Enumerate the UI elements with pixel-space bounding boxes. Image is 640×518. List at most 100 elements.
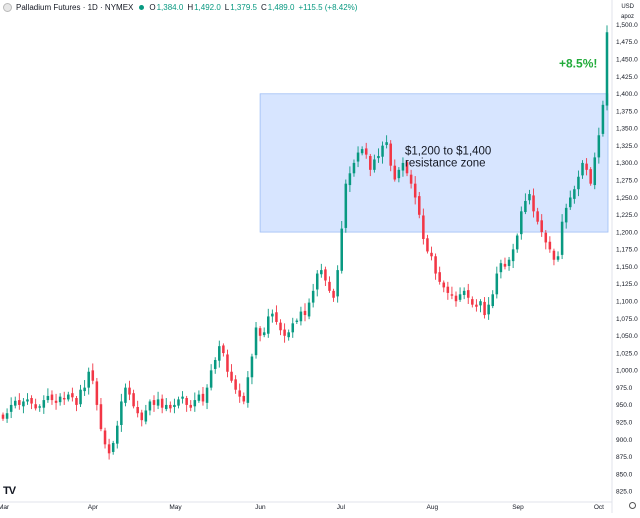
candle-body [434,256,437,274]
candle-body [548,241,552,250]
candle-body [254,327,258,356]
candle-body [446,286,450,293]
candle-body [442,282,446,288]
price-tick-label: 925.0 [616,420,633,427]
candle-body [299,311,303,322]
candle-body [303,310,307,316]
candle-body [30,398,33,404]
candle-body [226,354,229,372]
time-tick-label: May [169,504,182,511]
candle-body [418,196,421,215]
time-tick-label: Aug [427,504,439,511]
candle-body [230,371,233,381]
candle-body [597,135,601,158]
candle-body [332,290,335,298]
candle-body [593,157,597,186]
candle-body [58,396,62,403]
candle-body [9,404,13,412]
candle-body [515,235,519,250]
price-tick-label: 1,100.0 [616,299,638,306]
candle-body [585,163,588,170]
candle-body [42,400,46,408]
candle-body [283,329,286,336]
candle-body [152,400,156,405]
high-label: H [187,2,194,12]
candle-body [311,290,315,303]
candle-body [577,176,580,190]
candle-body [222,345,225,354]
candle-body [160,398,164,408]
candle-body [438,272,441,282]
candle-body [169,404,172,409]
gear-icon[interactable] [629,502,636,509]
price-tick-label: 1,075.0 [616,316,638,323]
high-value: 1,492.0 [194,2,221,12]
candle-body [218,346,221,361]
candle-body [34,404,37,409]
candle-body [91,370,95,381]
candle-body [450,294,454,296]
candle-body [413,183,417,198]
candle-body [111,442,115,452]
candle-body [238,390,241,397]
candle-body [26,399,29,402]
tradingview-logo[interactable]: TV [3,485,16,497]
candle-body [393,165,397,180]
candle-body [479,301,482,306]
candle-body [381,145,384,157]
candle-body [5,413,9,419]
candle-body [536,211,539,222]
candle-body [132,393,135,407]
candle-body [262,332,266,336]
candle-body [569,197,572,208]
price-tick-label: 1,225.0 [616,212,638,219]
candle-body [213,359,217,369]
candle-body [79,389,82,405]
candle-body [344,183,348,228]
price-tick-label: 1,250.0 [616,195,638,202]
candle-body [128,387,131,395]
candle-body [22,401,25,407]
candle-body [234,379,237,390]
candle-body [144,410,148,422]
change-value: +115.5 (+8.42%) [298,2,358,12]
time-tick-label: Jul [337,504,346,511]
price-tick-label: 850.0 [616,471,633,478]
candle-body [430,252,433,257]
candle-body [99,404,103,430]
candle-body [107,444,111,454]
price-tick-label: 1,000.0 [616,368,638,375]
price-tick-label: 1,150.0 [616,264,638,271]
candle-body [601,104,605,134]
candle-body [422,215,425,239]
candle-body [352,162,356,174]
open-value: 1,384.0 [156,2,184,12]
candle-body [189,404,192,408]
candle-body [483,301,486,316]
candle-body [503,263,507,267]
candle-body [1,414,5,419]
price-tick-label: 975.0 [616,385,633,392]
candle-body [581,162,584,176]
candle-body [75,398,78,405]
candle-body [116,425,119,444]
symbol-title[interactable]: Palladium Futures · 1D · NYMEX [16,2,134,12]
price-tick-label: 1,375.0 [616,108,638,115]
candle-body [454,295,458,302]
candle-body [589,169,592,184]
currency-label[interactable]: USD [621,4,634,10]
time-tick-label: Jun [255,504,266,511]
price-tick-label: 950.0 [616,402,633,409]
candle-body [95,381,99,405]
candle-body [185,398,188,405]
price-tick-label: 1,425.0 [616,74,638,81]
low-value: 1,379.5 [230,2,257,12]
candle-body [173,404,176,408]
chart-header: Palladium Futures · 1D · NYMEX O 1,384.0… [0,0,357,14]
time-tick-label: Oct [594,504,604,511]
candle-body [250,356,254,378]
market-status-dot [139,4,145,10]
candle-body [328,281,331,291]
